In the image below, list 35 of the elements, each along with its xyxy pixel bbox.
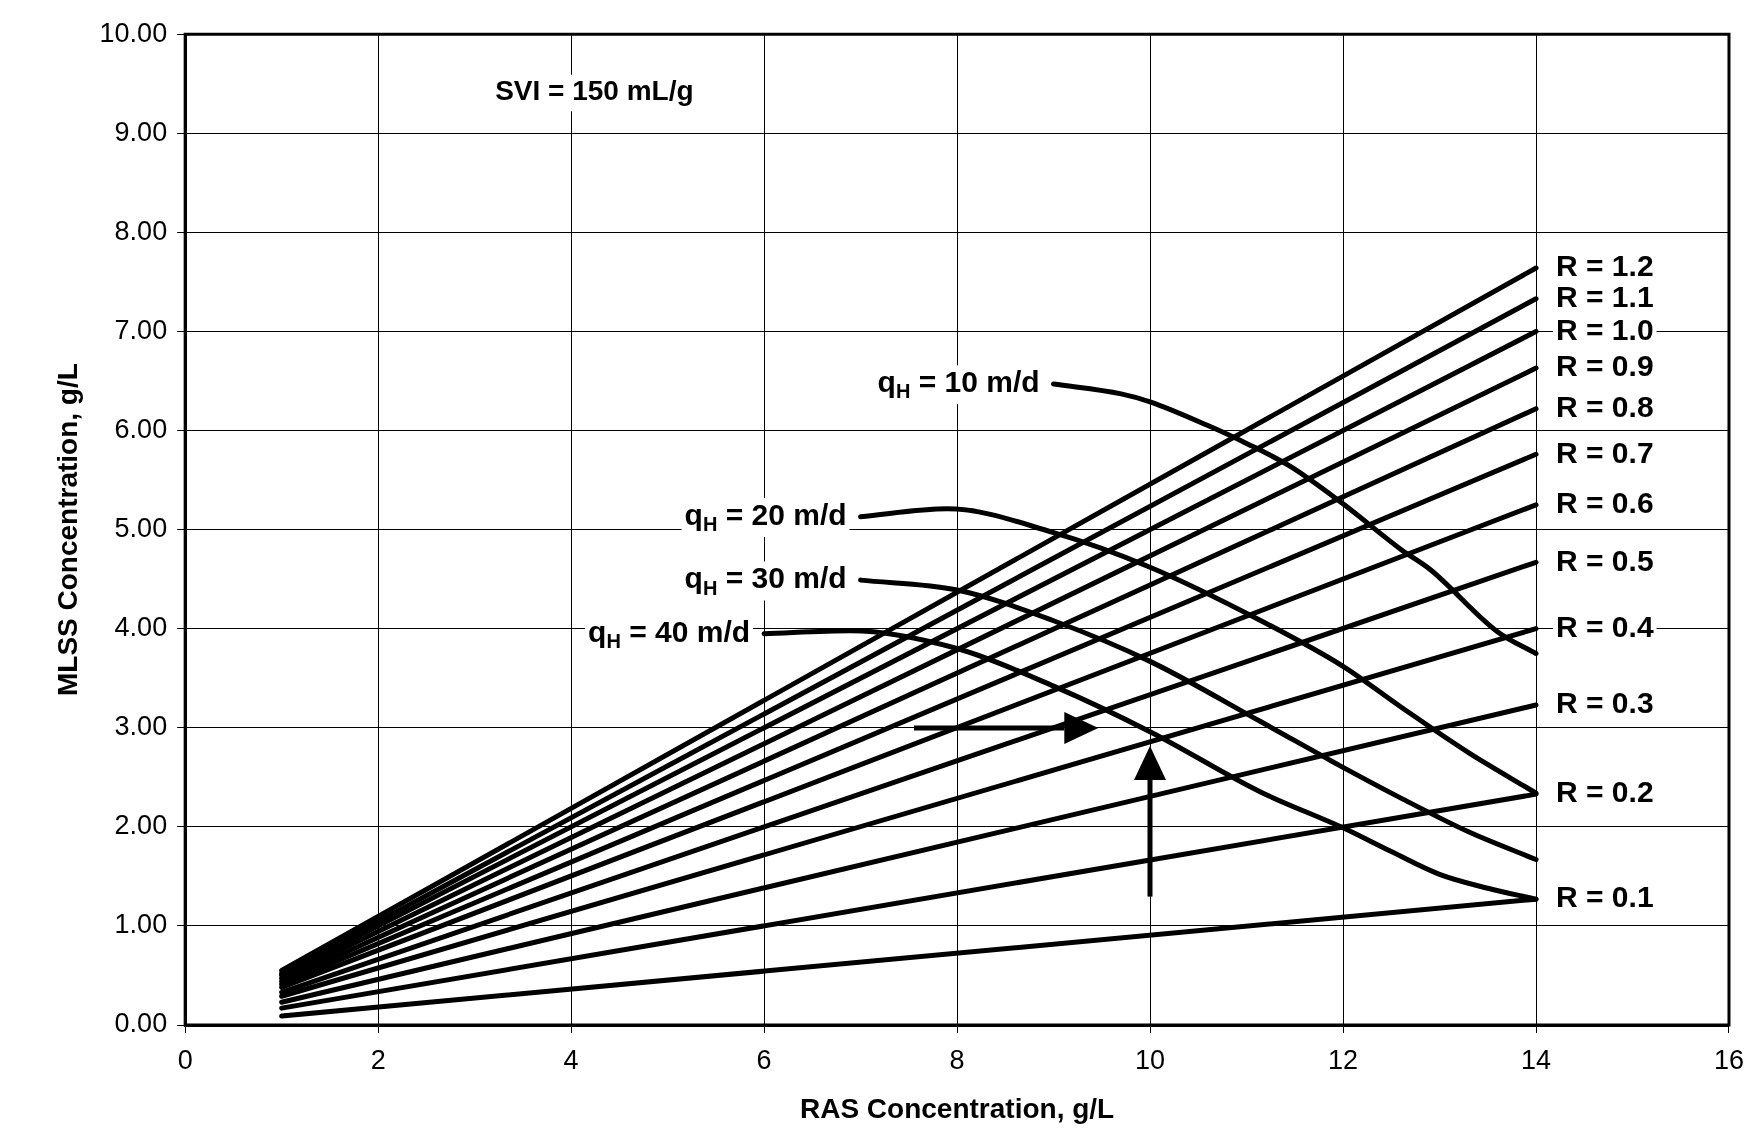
x-tick-label: 8 bbox=[949, 1044, 965, 1075]
x-tick-label: 6 bbox=[756, 1044, 772, 1075]
series-label: R = 0.3 bbox=[1556, 686, 1654, 720]
annotation: SVI = 150 mL/g bbox=[495, 74, 694, 106]
y-tick-label: 8.00 bbox=[114, 215, 168, 246]
y-tick-label: 6.00 bbox=[114, 413, 168, 444]
y-tick-label: 7.00 bbox=[114, 314, 168, 345]
y-tick-label: 0.00 bbox=[114, 1008, 168, 1039]
y-tick-label: 1.00 bbox=[114, 909, 168, 940]
series-label: R = 1.0 bbox=[1556, 312, 1654, 346]
x-tick-label: 12 bbox=[1328, 1044, 1359, 1075]
series-label: R = 0.4 bbox=[1556, 609, 1654, 643]
series-label: R = 0.7 bbox=[1556, 435, 1654, 469]
y-tick-label: 3.00 bbox=[114, 711, 168, 742]
x-tick-label: 16 bbox=[1713, 1044, 1745, 1075]
series-label: R = 1.2 bbox=[1556, 249, 1654, 283]
y-tick-label: 2.00 bbox=[114, 810, 168, 841]
y-tick-label: 4.00 bbox=[114, 612, 168, 643]
series-label: R = 0.5 bbox=[1556, 543, 1654, 577]
x-axis-title: RAS Concentration, g/L bbox=[799, 1092, 1115, 1124]
x-tick-label: 4 bbox=[563, 1044, 579, 1075]
x-tick-label: 14 bbox=[1520, 1044, 1552, 1075]
y-tick-label: 9.00 bbox=[114, 116, 168, 147]
y-axis-title: MLSS Concentration, g/L bbox=[51, 363, 83, 697]
series-label: R = 0.9 bbox=[1556, 349, 1654, 383]
series-label: R = 0.6 bbox=[1556, 486, 1654, 520]
y-tick-label: 10.00 bbox=[99, 17, 168, 48]
series-label: R = 0.1 bbox=[1556, 880, 1654, 914]
series-label: R = 0.8 bbox=[1556, 389, 1654, 423]
x-tick-label: 10 bbox=[1135, 1044, 1166, 1075]
x-tick-label: 0 bbox=[177, 1044, 193, 1075]
x-tick-label: 2 bbox=[370, 1044, 386, 1075]
series-label: R = 0.2 bbox=[1556, 775, 1654, 809]
y-tick-label: 5.00 bbox=[114, 513, 168, 544]
series-label: R = 1.1 bbox=[1556, 280, 1654, 314]
